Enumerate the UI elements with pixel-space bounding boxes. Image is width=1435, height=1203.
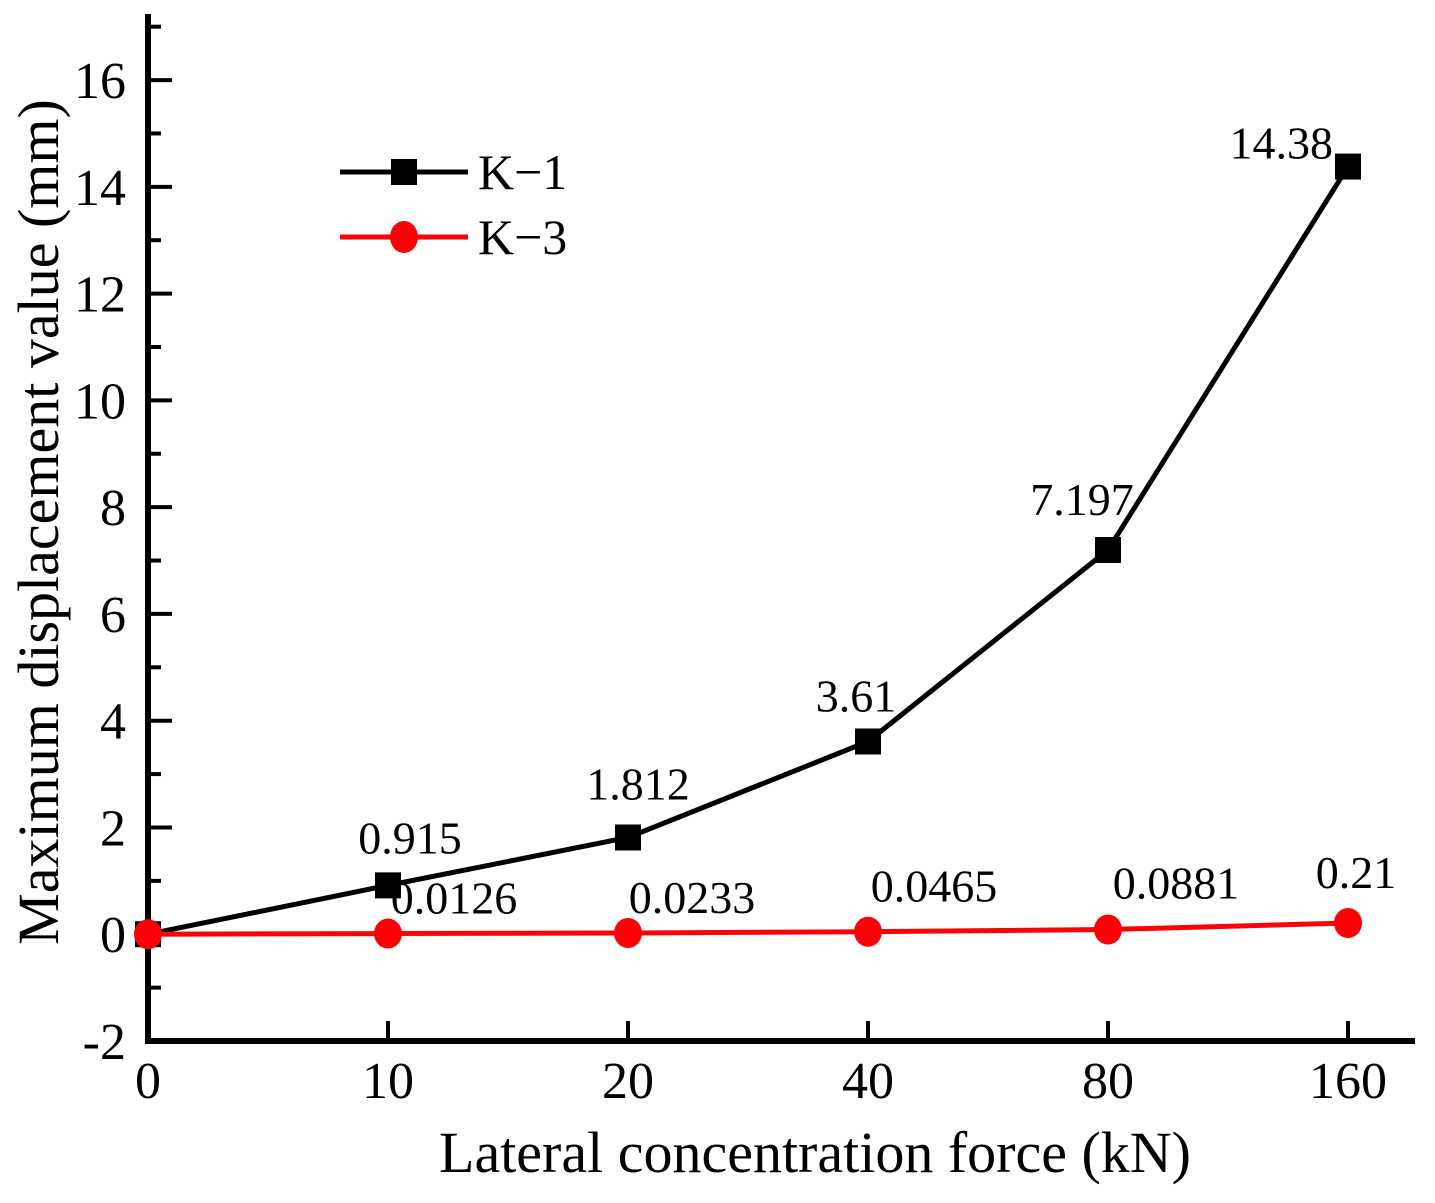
data-point-marker <box>615 824 641 851</box>
data-point-label: 3.61 <box>816 671 897 722</box>
legend: K−1 K−3 <box>340 144 567 265</box>
x-axis-title: Lateral concentration force (kN) <box>439 1120 1191 1185</box>
data-point-marker <box>855 728 881 755</box>
data-point-marker <box>374 918 402 949</box>
data-point-marker <box>854 916 882 947</box>
series-layer: 0.915 1.812 3.61 7.197 14.38 0.0126 0.0233 0.04… <box>134 118 1396 950</box>
data-point-label: 0.915 <box>358 812 462 863</box>
data-point-marker <box>1335 153 1361 180</box>
y-axis-ticks: -2 0 2 4 6 8 10 12 14 16 <box>74 24 172 1071</box>
y-tick-label: 12 <box>74 267 126 324</box>
x-tick-label: 80 <box>1082 1053 1134 1110</box>
y-tick-label: 6 <box>100 587 126 644</box>
data-point-marker <box>375 872 401 899</box>
y-tick-label: 10 <box>74 373 126 430</box>
legend-marker-k3 <box>390 221 418 253</box>
data-point-label: 14.38 <box>1230 118 1334 169</box>
data-point-label: 0.0465 <box>871 861 998 912</box>
data-point-label: 0.21 <box>1316 847 1397 898</box>
series-line-k3 <box>147 920 1349 937</box>
data-point-label: 7.197 <box>1030 474 1134 525</box>
y-tick-label: 4 <box>100 694 126 751</box>
series-k3: 0.0126 0.0233 0.0465 0.0881 0.21 <box>134 847 1397 950</box>
series-k1: 0.915 1.812 3.61 7.197 14.38 <box>135 118 1361 948</box>
data-point-label: 0.0126 <box>391 873 518 924</box>
data-point-marker <box>1094 914 1122 945</box>
x-tick-label: 10 <box>362 1053 414 1110</box>
x-tick-label: 40 <box>842 1053 894 1110</box>
y-tick-label: 8 <box>100 480 126 537</box>
y-tick-label: 16 <box>74 53 126 110</box>
data-point-marker <box>1095 537 1121 564</box>
data-point-label: 0.0233 <box>629 872 756 923</box>
data-point-marker <box>1334 908 1362 939</box>
x-axis-ticks: 0 10 20 40 80 160 <box>135 1021 1387 1110</box>
series-line-k1 <box>147 165 1351 937</box>
x-tick-label: 0 <box>135 1053 161 1110</box>
data-point-marker <box>134 919 162 950</box>
y-tick-label: -2 <box>83 1014 126 1071</box>
x-tick-label: 20 <box>602 1053 654 1110</box>
legend-label-k3: K−3 <box>478 209 567 265</box>
y-tick-label: 14 <box>74 160 126 217</box>
x-tick-label: 160 <box>1309 1053 1387 1110</box>
y-axis-title: Maximum displacement value (mm) <box>6 99 71 945</box>
legend-label-k1: K−1 <box>478 144 567 200</box>
data-point-marker <box>614 917 642 948</box>
y-tick-label: 0 <box>100 907 126 964</box>
data-point-label: 1.812 <box>586 758 690 809</box>
y-tick-label: 2 <box>100 800 126 857</box>
legend-marker-k1 <box>391 159 417 185</box>
data-point-label: 0.0881 <box>1113 858 1240 909</box>
